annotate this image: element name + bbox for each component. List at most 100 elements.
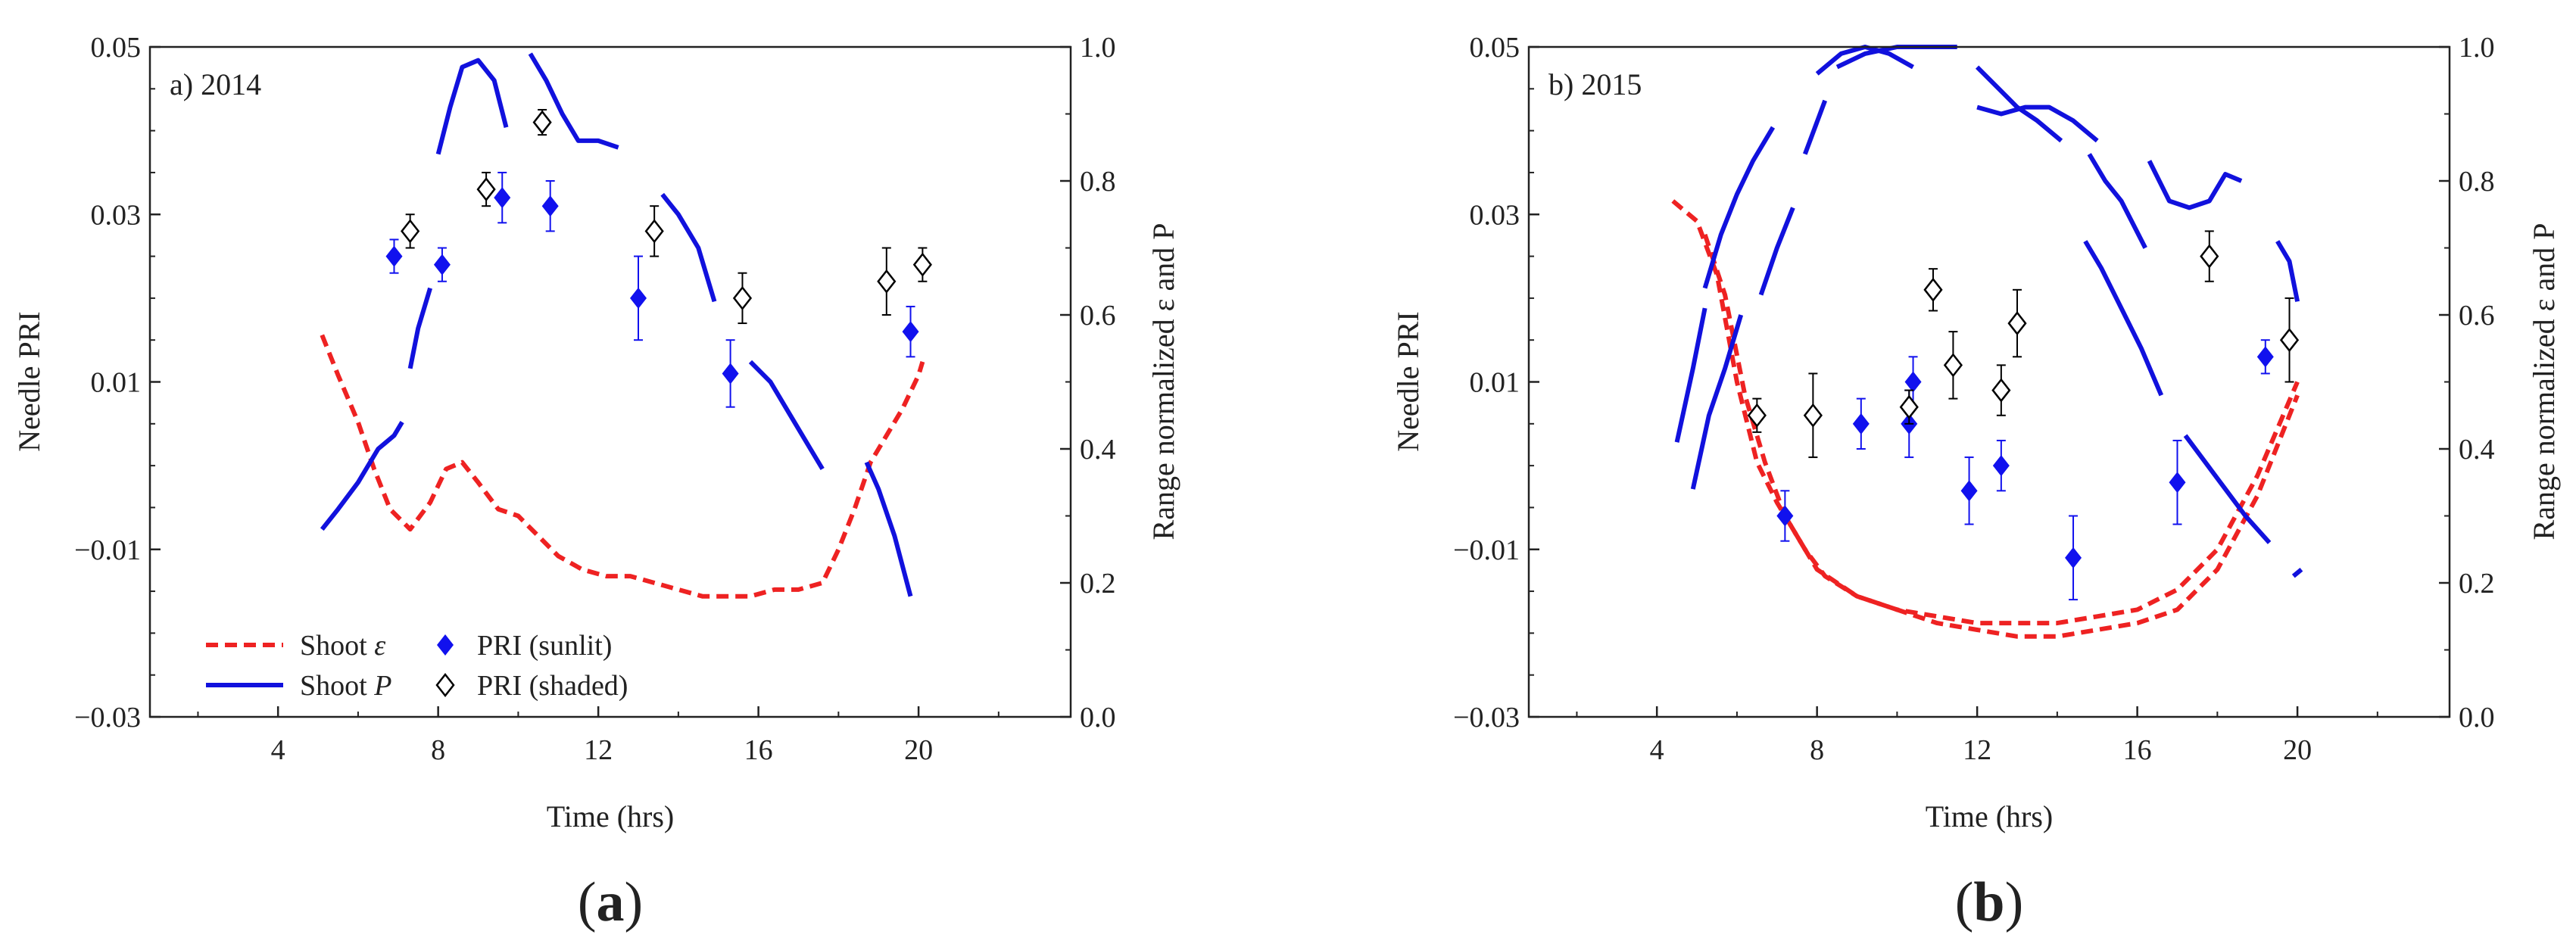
x-axis-title-2015: Time (hrs) <box>1926 799 2054 833</box>
caption-letter-b: b <box>1973 871 2004 933</box>
legend-label-epsilon: Shoot ε <box>300 630 385 662</box>
y-axis-title-right-2015: Range normalized ε and P <box>2527 223 2561 540</box>
data-point-shaded <box>877 269 897 294</box>
caption-b: (b) <box>1955 871 2023 933</box>
data-point-shaded <box>1803 403 1823 428</box>
caption-letter-a: a <box>597 871 625 933</box>
chart-panel-2015: b) 2015 Time (hrs) Needle PRI Range norm… <box>1391 32 2561 933</box>
x-tick-label: 8 <box>1810 734 1824 766</box>
panel-label-2014: a) 2014 <box>170 67 261 101</box>
series-line-P <box>2087 153 2147 249</box>
data-point-sunlit <box>494 187 511 209</box>
plot-area-2014 <box>320 52 932 599</box>
data-point-shaded <box>1943 353 1963 378</box>
y-tick-label-left: −0.01 <box>1453 534 1520 566</box>
data-point-shaded <box>1747 403 1767 428</box>
x-tick-label: 4 <box>1650 734 1664 766</box>
data-point-sunlit <box>2065 547 2082 569</box>
data-point-shaded <box>1991 378 2011 403</box>
y-tick-label-right: 0.2 <box>1080 568 1116 600</box>
data-point-shaded <box>2007 311 2027 336</box>
series-line-P <box>1758 207 1795 296</box>
y-tick-label-left: 0.05 <box>91 32 142 64</box>
data-point-shaded <box>1923 277 1943 302</box>
chart-panel-2014: a) 2014 Time (hrs) Needle PRI Range norm… <box>12 32 1180 933</box>
data-point-shaded <box>2200 244 2219 269</box>
series-line-P <box>748 360 825 471</box>
data-point-sunlit <box>630 287 647 309</box>
data-point-sunlit <box>433 254 451 276</box>
legend-label-sunlit: PRI (sunlit) <box>477 630 612 662</box>
series-line-P <box>528 52 619 150</box>
legend-label-P: Shoot P <box>300 670 391 702</box>
series-line-P <box>407 287 432 369</box>
x-axis-title-2014: Time (hrs) <box>547 799 675 833</box>
data-point-sunlit <box>2169 472 2186 494</box>
x-tick-label: 8 <box>431 734 445 766</box>
legend-label-shaded: PRI (shaded) <box>477 670 628 702</box>
y-tick-label-left: 0.03 <box>1470 199 1520 231</box>
data-point-shaded <box>401 219 420 244</box>
y-tick-label-right: 0.4 <box>1080 434 1116 466</box>
caption-a: (a) <box>578 871 643 933</box>
series-line-P <box>320 421 404 531</box>
data-point-sunlit <box>1852 413 1870 435</box>
series-line-P <box>864 461 913 597</box>
y-tick-label-left: 0.03 <box>91 199 142 231</box>
x-tick-label: 4 <box>271 734 285 766</box>
series-line-epsilon <box>1702 233 2300 626</box>
x-tick-label: 16 <box>744 734 773 766</box>
data-point-sunlit <box>1960 480 1978 502</box>
data-point-sunlit <box>2256 346 2274 368</box>
x-tick-label: 20 <box>2283 734 2312 766</box>
y-tick-label-right: 1.0 <box>1080 32 1116 64</box>
y-tick-label-left: −0.03 <box>74 702 141 734</box>
series-line-P <box>2183 434 2272 544</box>
x-tick-label: 16 <box>2123 734 2152 766</box>
y-tick-label-right: 0.0 <box>1080 702 1116 734</box>
series-line-P <box>435 58 509 155</box>
data-point-sunlit <box>385 245 403 267</box>
y-tick-label-left: −0.03 <box>1453 702 1520 734</box>
x-tick-label: 12 <box>584 734 613 766</box>
y-tick-label-left: 0.01 <box>91 367 142 399</box>
data-point-shaded <box>912 252 932 277</box>
panel-label-2015: b) 2015 <box>1548 67 1642 101</box>
y-tick-label-right: 0.4 <box>2459 434 2495 466</box>
x-tick-label: 20 <box>904 734 933 766</box>
data-point-shaded <box>2279 328 2300 353</box>
series-line-P <box>2291 567 2303 578</box>
y-tick-label-right: 0.8 <box>1080 166 1116 198</box>
y-tick-label-left: −0.01 <box>74 534 141 566</box>
plot-area-2015 <box>1671 45 2303 639</box>
data-point-sunlit <box>1992 455 2010 477</box>
y-tick-label-right: 0.6 <box>1080 300 1116 332</box>
data-point-sunlit <box>722 363 739 385</box>
data-point-shaded <box>644 219 664 244</box>
data-point-sunlit <box>541 195 559 217</box>
y-axis-title-left-2014: Needle PRI <box>12 311 46 452</box>
legend-marker-shaded <box>435 672 455 698</box>
y-tick-label-left: 0.05 <box>1470 32 1520 64</box>
y-tick-label-right: 0.2 <box>2459 568 2495 600</box>
series-line-P <box>2083 240 2164 397</box>
y-axis-title-right-2014: Range normalized ε and P <box>1146 223 1180 540</box>
series-line-P <box>1702 126 1776 289</box>
data-point-shaded <box>476 177 496 202</box>
series-line-epsilon <box>1671 199 2300 639</box>
series-line-P <box>660 192 717 303</box>
series-line-P <box>1674 307 1707 443</box>
legend: Shoot ε Shoot P PRI (sunlit) PRI (shaded… <box>206 630 628 702</box>
y-tick-label-right: 0.8 <box>2459 166 2495 198</box>
legend-marker-sunlit <box>437 634 454 656</box>
x-tick-label: 12 <box>1963 734 1991 766</box>
data-point-sunlit <box>1776 505 1794 527</box>
data-point-sunlit <box>1904 371 1922 393</box>
y-tick-label-right: 1.0 <box>2459 32 2495 64</box>
y-tick-label-right: 0.6 <box>2459 300 2495 332</box>
series-line-P <box>1802 99 1828 155</box>
series-line-P <box>2275 240 2300 302</box>
y-axis-title-left-2015: Needle PRI <box>1391 311 1425 452</box>
data-point-shaded <box>532 110 552 135</box>
data-point-shaded <box>1899 394 1919 419</box>
